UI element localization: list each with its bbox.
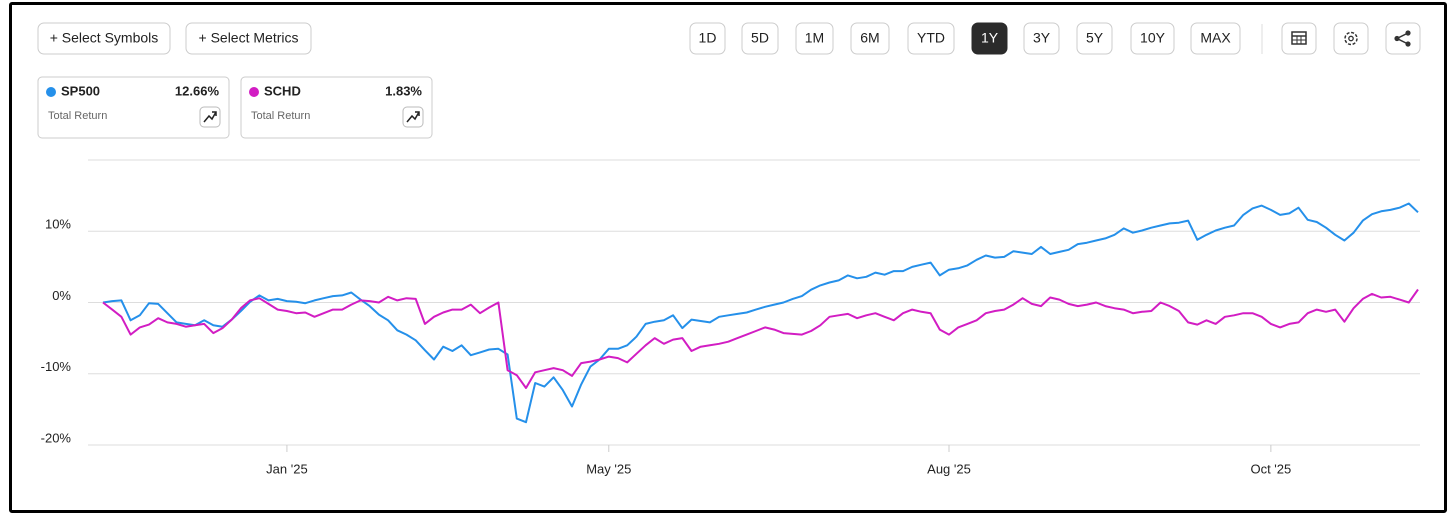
range-button[interactable]: 3Y xyxy=(1023,22,1060,55)
legend-metric: Total Return xyxy=(48,110,107,122)
range-button[interactable]: 10Y xyxy=(1130,22,1175,55)
trend-icon-head xyxy=(415,111,420,116)
button-label: 5Y xyxy=(1086,30,1104,46)
add-button[interactable]: + Select Symbols xyxy=(37,22,171,55)
range-button[interactable]: 1M xyxy=(795,22,834,55)
series-line xyxy=(102,202,1419,424)
button-bg xyxy=(185,22,312,55)
range-button[interactable]: 6M xyxy=(850,22,890,55)
card-bg xyxy=(37,76,230,139)
button-label: 10Y xyxy=(1140,30,1166,46)
settings-button[interactable] xyxy=(1333,22,1369,55)
x-tick-label: May '25 xyxy=(586,461,631,476)
trend-icon xyxy=(203,111,217,123)
range-button[interactable]: 5Y xyxy=(1076,22,1113,55)
range-button[interactable]: 1Y xyxy=(971,22,1008,55)
range-button[interactable]: 1D xyxy=(689,22,726,55)
button-label: YTD xyxy=(917,30,945,46)
button-bg xyxy=(689,22,726,55)
y-tick-label: -20% xyxy=(41,430,72,445)
trend-icon-head xyxy=(212,111,217,116)
button-label: 5D xyxy=(751,30,769,46)
trend-icon xyxy=(406,111,420,123)
add-button[interactable]: + Select Metrics xyxy=(185,22,312,55)
legend-return: 1.83% xyxy=(385,83,422,98)
button-label: 1M xyxy=(805,30,824,46)
range-button[interactable]: MAX xyxy=(1190,22,1241,55)
button-label: + Select Symbols xyxy=(50,30,159,46)
button-bg xyxy=(37,22,171,55)
legend-dot xyxy=(249,87,259,97)
legend-metric: Total Return xyxy=(251,110,310,122)
series-line xyxy=(102,288,1419,389)
legend-card[interactable]: SP500 12.66% Total Return xyxy=(37,76,230,139)
button-bg xyxy=(850,22,890,55)
legend-dot xyxy=(46,87,56,97)
x-tick-label: Jan '25 xyxy=(266,461,308,476)
y-tick-label: 10% xyxy=(45,217,71,232)
range-button[interactable]: 5D xyxy=(741,22,779,55)
button-bg xyxy=(1023,22,1060,55)
button-bg xyxy=(971,22,1008,55)
button-bg xyxy=(795,22,834,55)
share-button[interactable] xyxy=(1385,22,1421,55)
y-tick-label: 0% xyxy=(52,288,71,303)
x-tick-label: Aug '25 xyxy=(927,461,971,476)
button-bg xyxy=(907,22,955,55)
button-label: 6M xyxy=(860,30,879,46)
y-tick-label: -10% xyxy=(41,359,72,374)
button-bg xyxy=(741,22,779,55)
table-button[interactable] xyxy=(1281,22,1317,55)
legend-name: SCHD xyxy=(264,83,301,98)
button-label: MAX xyxy=(1200,30,1231,46)
legend-name: SP500 xyxy=(61,83,100,98)
card-bg xyxy=(240,76,433,139)
button-label: 3Y xyxy=(1033,30,1051,46)
button-label: 1Y xyxy=(981,30,999,46)
button-label: 1D xyxy=(699,30,717,46)
button-bg xyxy=(1130,22,1175,55)
button-bg xyxy=(1076,22,1113,55)
legend-return: 12.66% xyxy=(175,83,220,98)
button-label: + Select Metrics xyxy=(199,30,299,46)
x-tick-label: Oct '25 xyxy=(1250,461,1291,476)
range-button[interactable]: YTD xyxy=(907,22,955,55)
button-bg xyxy=(1190,22,1241,55)
legend-card[interactable]: SCHD 1.83% Total Return xyxy=(240,76,433,139)
